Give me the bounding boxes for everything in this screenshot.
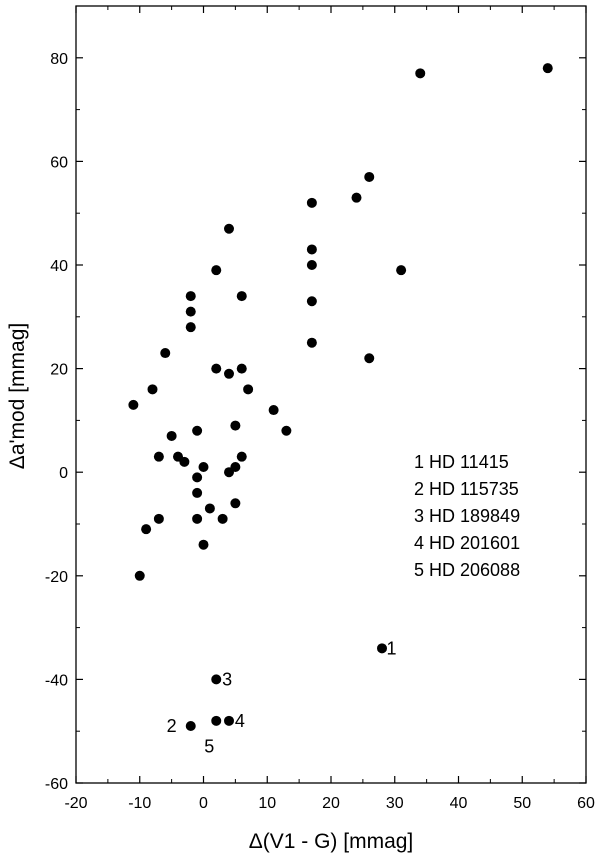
axis-ticks: -20 -10 0 10 20 30 40 50 60 -60 -40 -20 0 20 40 60 80	[45, 5, 595, 812]
data-point	[224, 467, 234, 478]
data-point	[211, 363, 222, 374]
data-point	[224, 715, 234, 726]
data-point	[306, 296, 317, 307]
data-point	[236, 451, 247, 462]
data-point	[198, 462, 209, 473]
data-point	[230, 420, 241, 431]
data-points	[128, 63, 553, 732]
data-point	[192, 487, 203, 498]
legend-entry: 2 HD 115735	[414, 479, 519, 499]
data-point	[211, 674, 222, 685]
data-point	[217, 513, 228, 524]
data-point	[306, 197, 317, 208]
data-point	[306, 260, 317, 270]
x-axis-title: Δ(V1 - G) [mmag]	[249, 830, 414, 853]
data-point	[236, 363, 247, 374]
data-point	[224, 368, 234, 379]
data-point	[204, 503, 215, 514]
data-point	[396, 265, 407, 276]
data-point	[179, 456, 190, 467]
point-annotation: 2	[167, 716, 177, 736]
y-tick-label: -20	[45, 569, 68, 586]
point-annotations: 1 3 2 4 5	[167, 638, 397, 756]
legend-entry: 4 HD 201601	[414, 533, 520, 553]
data-point	[153, 451, 164, 462]
y-tick-label: 60	[50, 154, 68, 171]
legend: 1 HD 11415 2 HD 115735 3 HD 189849 4 HD …	[414, 452, 520, 580]
x-tick-label: 20	[322, 795, 340, 812]
y-tick-label: 0	[59, 465, 68, 482]
data-point	[281, 425, 292, 436]
x-tick-label: 0	[199, 795, 208, 812]
legend-entry: 3 HD 189849	[414, 506, 520, 526]
data-point	[364, 171, 375, 182]
point-annotation: 1	[387, 638, 397, 658]
data-point	[377, 643, 387, 654]
x-tick-label: 30	[386, 795, 404, 812]
y-tick-label: -40	[45, 672, 68, 689]
data-point	[166, 430, 177, 441]
data-point	[230, 498, 241, 509]
data-point	[364, 353, 375, 364]
data-point	[160, 348, 171, 359]
y-tick-label: 40	[50, 258, 68, 275]
x-tick-label: 10	[258, 795, 276, 812]
data-point	[128, 399, 139, 410]
y-tick-label: 80	[50, 51, 68, 68]
x-tick-label: -10	[128, 795, 151, 812]
point-annotation: 3	[222, 669, 232, 689]
data-point	[211, 715, 222, 726]
y-tick-label: -60	[45, 776, 68, 793]
data-point	[147, 384, 158, 395]
x-tick-label: 50	[513, 795, 531, 812]
legend-entry: 1 HD 11415	[414, 452, 509, 472]
data-point	[141, 524, 152, 535]
data-point	[185, 721, 196, 732]
data-point	[415, 68, 426, 79]
data-point	[351, 192, 362, 203]
x-tick-label: 40	[450, 795, 468, 812]
y-axis-title: Δa'mod [mmag]	[6, 323, 29, 469]
data-point	[268, 405, 279, 416]
data-point	[192, 472, 203, 483]
data-point	[306, 244, 317, 255]
data-point	[192, 513, 203, 524]
x-tick-label: 60	[577, 795, 595, 812]
data-point	[542, 63, 553, 74]
data-point	[185, 291, 196, 302]
data-point	[211, 265, 222, 276]
data-point	[306, 337, 317, 348]
point-annotation: 4	[235, 711, 245, 731]
x-tick-label: -20	[64, 795, 87, 812]
data-point	[236, 291, 247, 302]
data-point	[224, 223, 234, 234]
y-tick-label: 20	[50, 362, 68, 379]
data-point	[153, 513, 164, 524]
data-point	[185, 306, 196, 317]
data-point	[185, 322, 196, 333]
point-annotation: 5	[204, 737, 214, 757]
plot-frame	[75, 5, 587, 784]
data-point	[192, 425, 203, 436]
legend-entry: 5 HD 206088	[414, 560, 520, 580]
data-point	[198, 539, 209, 550]
data-point	[134, 570, 145, 581]
data-point	[243, 384, 254, 395]
